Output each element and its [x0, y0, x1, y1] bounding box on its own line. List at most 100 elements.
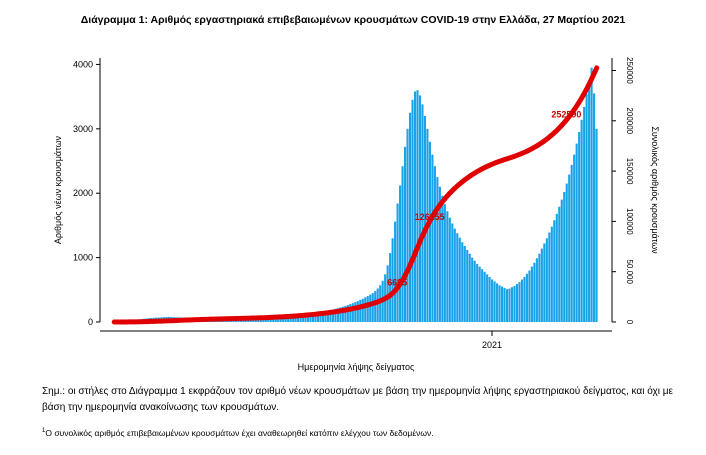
daily-cases-bar: [555, 213, 558, 322]
daily-cases-bar: [406, 128, 409, 322]
cumulative-value-label: 126255: [415, 212, 445, 222]
daily-cases-bar: [274, 317, 277, 322]
daily-cases-bar: [326, 310, 330, 322]
daily-cases-bar: [568, 174, 571, 322]
daily-cases-bar: [505, 289, 509, 322]
daily-cases-bar: [411, 99, 414, 322]
daily-cases-bar: [418, 95, 422, 322]
daily-cases-bar: [468, 253, 471, 322]
daily-cases-bar: [436, 177, 439, 322]
right-tick-label: 100000: [625, 208, 634, 235]
daily-cases-bar: [433, 166, 436, 322]
daily-cases-bar: [528, 270, 531, 322]
chart-footnote: 1Ο συνολικός αριθμός επιβεβαιωμένων κρου…: [42, 428, 682, 438]
right-tick-label: 50.000: [625, 259, 634, 284]
daily-cases-bar: [364, 297, 367, 322]
daily-cases-bar: [339, 307, 342, 322]
daily-cases-bar: [336, 308, 339, 322]
daily-cases-bar: [590, 67, 593, 322]
daily-cases-bar: [533, 262, 536, 322]
daily-cases-bar: [535, 258, 538, 322]
right-tick-label: 0: [625, 320, 634, 325]
daily-cases-bar: [473, 260, 476, 322]
daily-cases-bar: [307, 313, 310, 322]
daily-cases-bar: [287, 316, 290, 322]
daily-cases-bar: [580, 119, 583, 322]
chart-note: Σημ.: οι στήλες στο Διάγραμμα 1 εκφράζου…: [42, 386, 673, 413]
axes-layer: 0 1000 2000 3000 4000 0 50.000 100000 150000 2000…: [53, 57, 660, 372]
right-tick-label: 250000: [625, 57, 634, 84]
daily-cases-bar: [267, 318, 270, 322]
daily-cases-bar: [319, 312, 322, 322]
daily-cases-bar: [538, 253, 541, 322]
daily-cases-bar: [304, 314, 307, 322]
daily-cases-bar: [389, 253, 392, 322]
daily-cases-bar: [421, 104, 424, 322]
daily-cases-bar: [550, 226, 553, 322]
daily-cases-bar: [354, 302, 357, 322]
daily-cases-bar: [585, 94, 588, 322]
daily-cases-bar: [530, 266, 533, 322]
daily-cases-bar: [501, 286, 504, 322]
daily-cases-bar: [262, 318, 265, 322]
daily-cases-bar: [311, 313, 315, 322]
daily-cases-bar: [588, 80, 591, 322]
daily-cases-bar: [316, 312, 320, 322]
left-tick-label: 1000: [73, 253, 93, 263]
daily-cases-bar: [279, 316, 282, 322]
cumulative-line-layer: [111, 65, 600, 325]
daily-cases-bar: [344, 305, 347, 322]
daily-cases-bar: [471, 257, 474, 322]
daily-cases-bar: [573, 154, 576, 322]
daily-cases-bar: [369, 294, 372, 322]
daily-cases-bar: [595, 128, 598, 322]
right-tick-label: 150000: [625, 158, 634, 185]
daily-cases-bar: [394, 221, 397, 322]
daily-cases-bar: [356, 301, 359, 322]
labels-layer: 6695 126255 252590: [387, 109, 581, 287]
daily-cases-bar: [520, 279, 524, 322]
daily-cases-bar: [399, 185, 402, 322]
daily-cases-bar: [259, 318, 262, 322]
daily-cases-bar: [458, 237, 461, 322]
daily-cases-bar: [359, 299, 362, 322]
daily-cases-bar: [428, 141, 431, 322]
daily-cases-bar: [478, 266, 481, 322]
left-tick-label: 2000: [73, 188, 93, 198]
daily-cases-bar: [292, 315, 295, 322]
daily-cases-bar: [351, 303, 354, 322]
bars-layer: [113, 67, 598, 322]
daily-cases-bar: [453, 228, 456, 322]
daily-cases-bar: [324, 311, 327, 322]
right-axis-label: Συνολικός αριθμός κρουσμάτων: [650, 126, 660, 254]
daily-cases-bar: [272, 317, 275, 322]
daily-cases-bar: [277, 317, 280, 322]
cumulative-value-label: 252590: [551, 109, 581, 119]
daily-cases-bar: [515, 284, 519, 322]
daily-cases-bar: [448, 217, 451, 322]
footnote-mark: 1: [42, 428, 46, 435]
daily-cases-bar: [443, 204, 446, 322]
daily-cases-bar: [386, 265, 389, 322]
daily-cases-bar: [299, 314, 302, 322]
daily-cases-bar: [451, 223, 454, 322]
daily-cases-bar: [294, 315, 297, 322]
daily-cases-bar: [379, 285, 382, 322]
left-tick-label: 4000: [73, 59, 93, 69]
daily-cases-bar: [446, 211, 449, 322]
daily-cases-bar: [491, 279, 494, 322]
daily-cases-bar: [401, 166, 404, 322]
daily-cases-bar: [438, 186, 441, 322]
left-axis-label: Αριθμός νέων κρουσμάτων: [53, 135, 63, 244]
daily-cases-bar: [523, 276, 526, 322]
daily-cases-bar: [463, 246, 466, 322]
daily-cases-bar: [553, 220, 556, 322]
daily-cases-bar: [508, 288, 511, 322]
daily-cases-bar: [540, 248, 543, 322]
daily-cases-bar: [548, 232, 551, 322]
daily-cases-bar: [503, 287, 506, 322]
daily-cases-bar: [413, 91, 417, 322]
daily-cases-bar: [510, 287, 514, 322]
daily-cases-bar: [545, 238, 548, 322]
